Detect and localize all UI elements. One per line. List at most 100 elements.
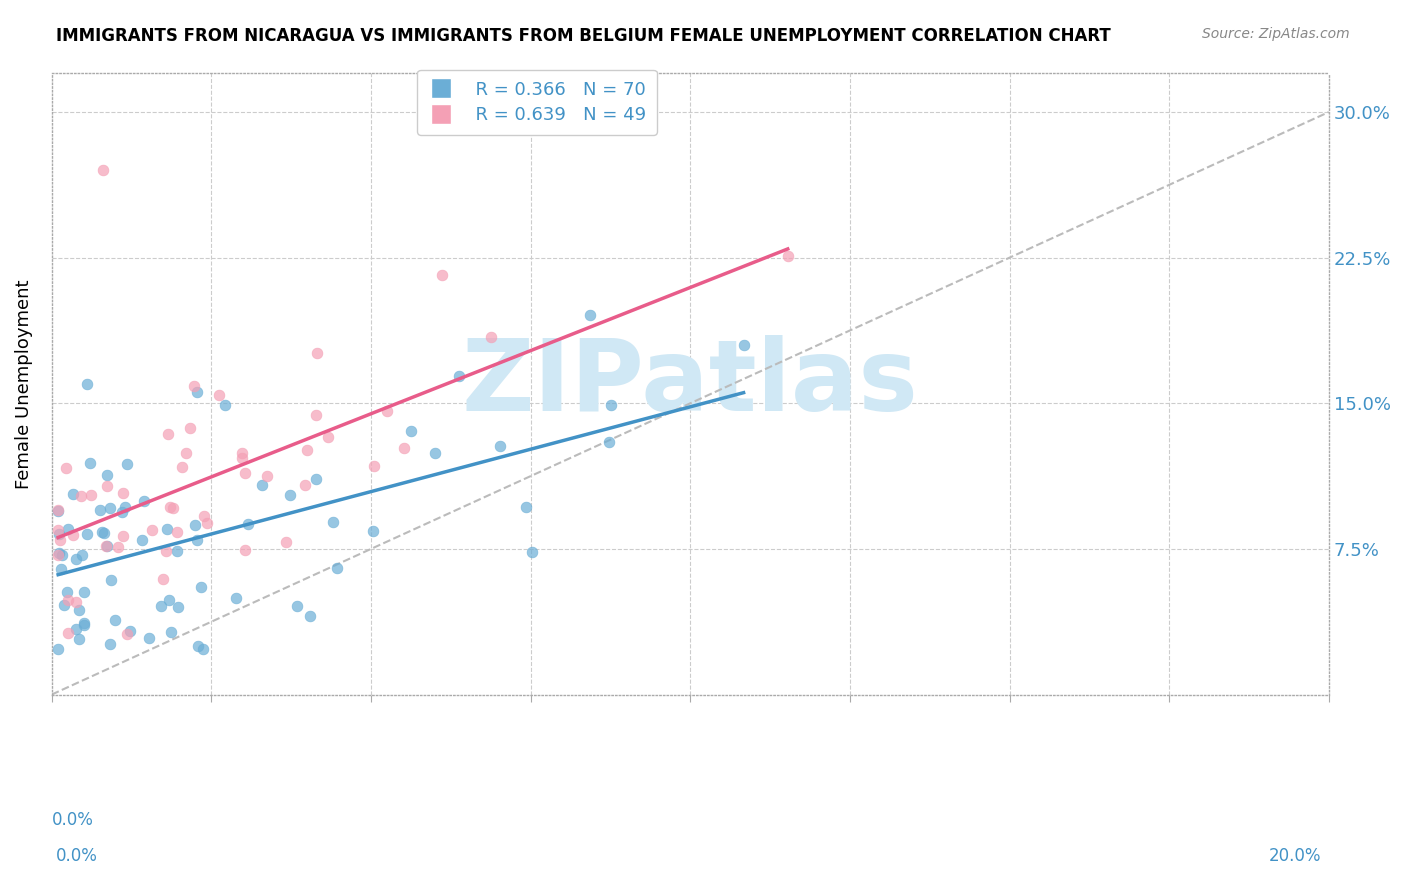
Point bbox=[94, 539, 117, 553]
Point bbox=[305, 408, 328, 422]
Point bbox=[256, 468, 278, 483]
Point bbox=[733, 338, 755, 352]
Text: ZIPatlas: ZIPatlas bbox=[461, 335, 918, 433]
Point bbox=[141, 523, 163, 537]
Point bbox=[304, 472, 326, 486]
Point bbox=[55, 460, 77, 475]
Point bbox=[176, 446, 198, 460]
Point bbox=[103, 614, 125, 628]
Point bbox=[231, 445, 253, 459]
Point bbox=[46, 503, 69, 517]
Point bbox=[231, 451, 253, 466]
Point bbox=[361, 524, 384, 538]
Point bbox=[51, 549, 73, 563]
Point bbox=[156, 522, 179, 536]
Point bbox=[67, 632, 90, 646]
Text: 0.0%: 0.0% bbox=[52, 811, 94, 829]
Point bbox=[55, 585, 77, 599]
Point bbox=[776, 249, 799, 263]
Point bbox=[98, 501, 121, 516]
Point bbox=[53, 599, 76, 613]
Point bbox=[48, 526, 70, 541]
Point bbox=[79, 456, 101, 470]
Point bbox=[159, 500, 181, 515]
Point bbox=[76, 526, 98, 541]
Point bbox=[600, 398, 623, 412]
Point bbox=[49, 533, 72, 547]
Point bbox=[186, 533, 208, 548]
Point bbox=[96, 540, 118, 554]
Legend:   R = 0.366   N = 70,   R = 0.639   N = 49: R = 0.366 N = 70, R = 0.639 N = 49 bbox=[418, 70, 657, 135]
Point bbox=[62, 528, 84, 542]
Point bbox=[322, 515, 344, 529]
Point bbox=[170, 459, 193, 474]
Point bbox=[48, 545, 70, 559]
Point bbox=[479, 330, 502, 344]
Point bbox=[76, 377, 98, 392]
Point bbox=[294, 477, 316, 491]
Point bbox=[187, 640, 209, 654]
Point bbox=[89, 503, 111, 517]
Y-axis label: Female Unemployment: Female Unemployment bbox=[15, 279, 32, 489]
Point bbox=[65, 552, 87, 566]
Point bbox=[70, 489, 93, 503]
Point bbox=[70, 548, 93, 562]
Point bbox=[214, 398, 236, 412]
Point bbox=[233, 467, 256, 481]
Point bbox=[166, 525, 188, 540]
Point bbox=[152, 572, 174, 586]
Point bbox=[166, 544, 188, 558]
Point bbox=[155, 544, 177, 558]
Point bbox=[233, 543, 256, 558]
Point bbox=[62, 487, 84, 501]
Point bbox=[46, 504, 69, 518]
Point bbox=[46, 641, 69, 656]
Point bbox=[297, 442, 319, 457]
Point bbox=[73, 618, 96, 632]
Point bbox=[91, 163, 114, 178]
Point bbox=[115, 626, 138, 640]
Text: 20.0%: 20.0% bbox=[1270, 847, 1322, 865]
Point bbox=[278, 488, 301, 502]
Point bbox=[316, 430, 339, 444]
Point bbox=[115, 457, 138, 471]
Point bbox=[305, 345, 328, 359]
Point bbox=[225, 591, 247, 605]
Text: 0.0%: 0.0% bbox=[56, 847, 98, 865]
Point bbox=[598, 435, 620, 450]
Point bbox=[167, 599, 190, 614]
Point bbox=[162, 501, 184, 516]
Point bbox=[157, 592, 180, 607]
Point bbox=[430, 268, 453, 282]
Point bbox=[299, 608, 322, 623]
Point bbox=[578, 309, 600, 323]
Point bbox=[65, 595, 87, 609]
Point bbox=[375, 404, 398, 418]
Point bbox=[186, 385, 208, 400]
Point bbox=[399, 424, 422, 438]
Point bbox=[111, 486, 134, 500]
Point bbox=[134, 494, 156, 508]
Point bbox=[197, 516, 219, 530]
Point bbox=[56, 592, 79, 607]
Point bbox=[488, 439, 510, 453]
Point bbox=[191, 642, 214, 657]
Point bbox=[159, 624, 181, 639]
Point bbox=[112, 529, 135, 543]
Point bbox=[276, 534, 298, 549]
Point bbox=[56, 522, 79, 536]
Text: Source: ZipAtlas.com: Source: ZipAtlas.com bbox=[1202, 27, 1350, 41]
Point bbox=[73, 616, 96, 631]
Point bbox=[100, 573, 122, 587]
Point bbox=[114, 500, 136, 514]
Point bbox=[423, 446, 446, 460]
Point bbox=[190, 580, 212, 594]
Point bbox=[67, 603, 90, 617]
Point bbox=[96, 479, 118, 493]
Point bbox=[73, 584, 96, 599]
Point bbox=[250, 478, 273, 492]
Point bbox=[363, 459, 385, 474]
Point bbox=[120, 624, 142, 638]
Point bbox=[96, 468, 118, 483]
Point bbox=[149, 599, 172, 614]
